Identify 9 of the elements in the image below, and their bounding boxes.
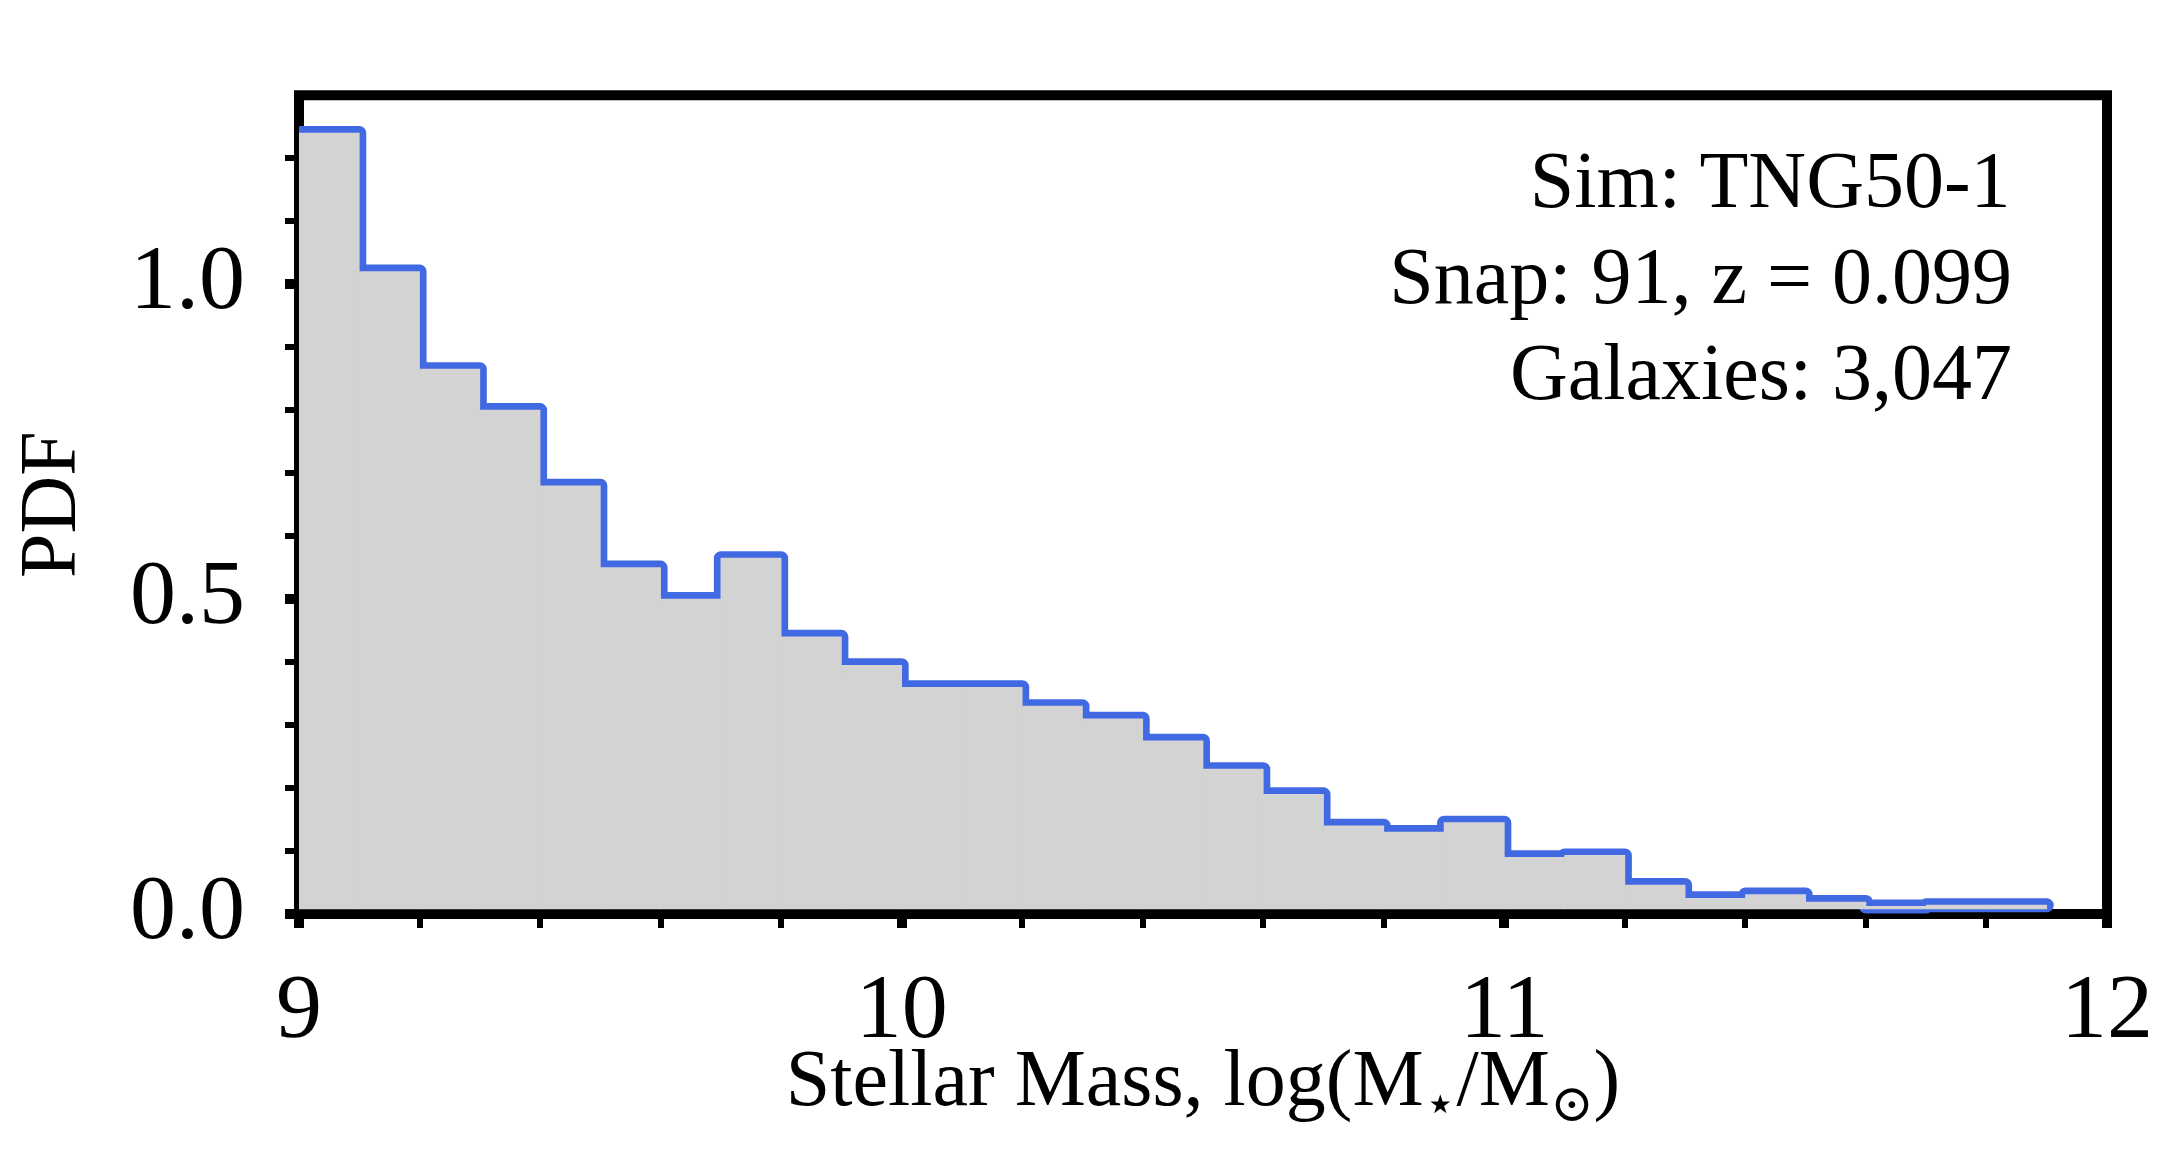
y-axis-title: PDF [4, 431, 92, 578]
y-tick-label: 0.0 [130, 856, 245, 959]
x-tick-label: 12 [2061, 955, 2153, 1058]
annotation: Sim: TNG50-1 [1529, 136, 2011, 225]
annotation: Galaxies: 3,047 [1509, 328, 2012, 417]
annotation: Snap: 91, z = 0.099 [1389, 232, 2013, 321]
x-tick-label: 9 [276, 955, 322, 1058]
y-tick-label: 1.0 [130, 226, 245, 329]
y-tick-label: 0.5 [130, 541, 245, 644]
